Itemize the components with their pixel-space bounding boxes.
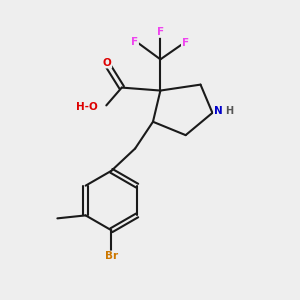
Text: H: H <box>225 106 233 116</box>
Text: N: N <box>214 106 223 116</box>
Text: F: F <box>157 27 164 37</box>
Text: F: F <box>182 38 189 48</box>
Text: O: O <box>103 58 111 68</box>
Text: F: F <box>131 37 138 46</box>
Text: H-O: H-O <box>76 102 98 112</box>
Text: Br: Br <box>105 251 118 261</box>
